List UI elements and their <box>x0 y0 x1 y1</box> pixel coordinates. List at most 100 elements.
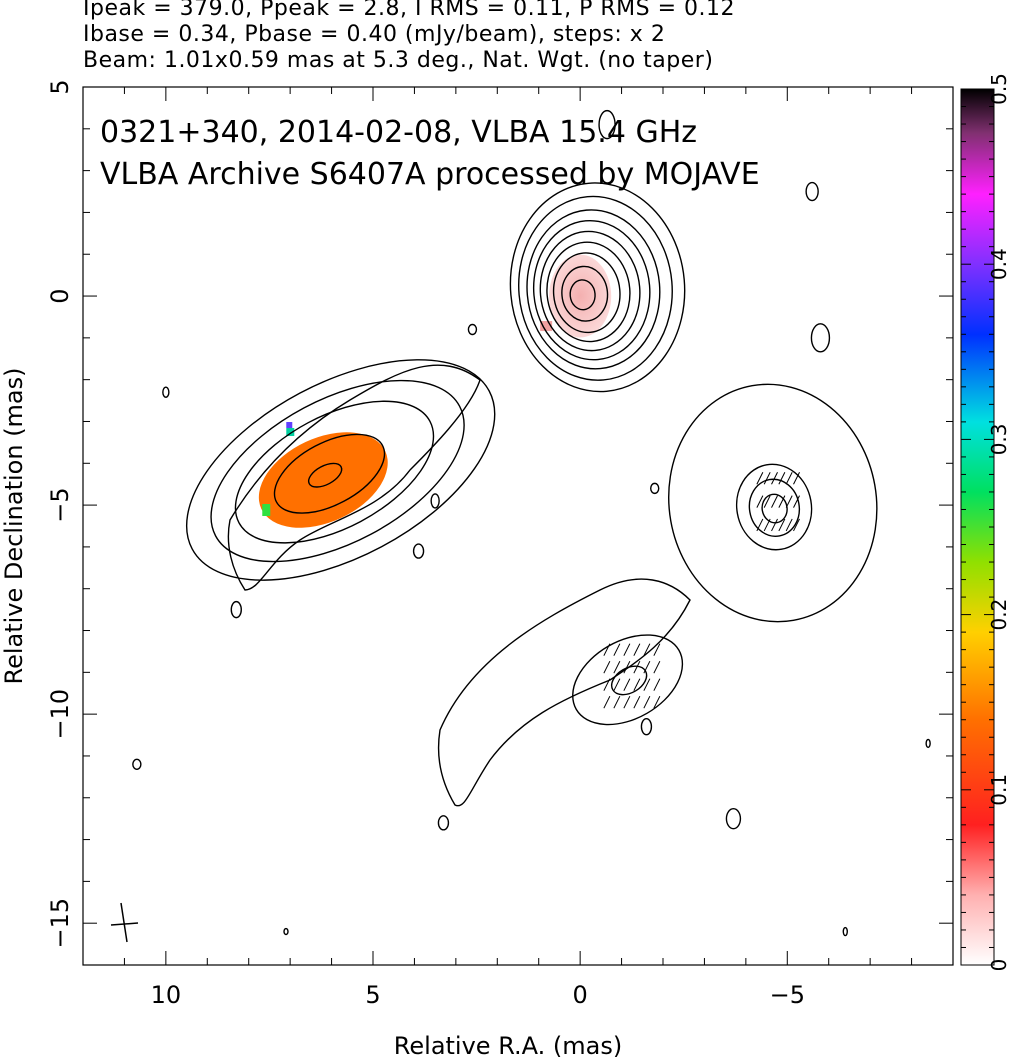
contour-core <box>518 195 673 381</box>
colorbar-tick-label: 0 <box>987 959 1011 972</box>
y-tick-label: 0 <box>46 288 74 303</box>
contour-island <box>805 181 819 202</box>
header-line-2: Ibase = 0.34, Pbase = 0.40 (mJy/beam), s… <box>83 22 666 47</box>
evpa-tick <box>771 472 778 485</box>
contour-jet-envelope <box>437 578 691 807</box>
y-tick-label: −10 <box>46 689 74 740</box>
evpa-tick <box>633 695 641 709</box>
contour-jet-knot-ne <box>273 433 386 514</box>
contour-island <box>467 323 478 336</box>
evpa-tick <box>763 495 771 508</box>
evpa-tick <box>793 495 800 508</box>
evpa-tick <box>643 678 651 691</box>
contour-core <box>546 241 631 343</box>
evpa-tick <box>793 472 800 485</box>
evpa-tick <box>613 643 621 656</box>
contour-jet-envelope <box>227 364 481 591</box>
contour-island <box>230 600 242 619</box>
evpa-tick <box>785 518 793 532</box>
contour-island <box>842 926 848 937</box>
contour-island <box>810 323 831 353</box>
x-tick-label: 0 <box>573 981 588 1009</box>
contour-jet-knot-sw <box>668 383 878 623</box>
contour-jet-knot-s <box>572 634 684 726</box>
contour-island <box>925 738 931 749</box>
header-line-1: Ipeak = 379.0, Ppeak = 2.8, I RMS = 0.11… <box>83 0 735 21</box>
evpa-tick <box>778 472 786 485</box>
contour-core <box>561 265 609 322</box>
x-tick-label: 10 <box>151 981 182 1009</box>
contour-island <box>640 717 653 736</box>
evpa-tick <box>613 678 621 691</box>
evpa-tick <box>623 660 631 674</box>
evpa-tick <box>603 695 611 709</box>
y-tick-label: 5 <box>46 79 74 94</box>
evpa-tick <box>643 643 651 656</box>
evpa-tick <box>633 643 641 656</box>
evpa-tick <box>778 518 786 532</box>
header-line-3: Beam: 1.01x0.59 mas at 5.3 deg., Nat. Wg… <box>83 48 714 73</box>
evpa-tick <box>653 695 661 709</box>
beam-marker <box>110 902 139 943</box>
contour-core <box>532 219 651 361</box>
evpa-tick <box>771 518 778 532</box>
colorbar-tick-label: 0.3 <box>987 423 1011 455</box>
contour-island <box>725 807 742 830</box>
y-axis-label: Relative Declination (mas) <box>0 367 28 684</box>
contour-core <box>526 209 661 370</box>
evpa-tick <box>633 660 641 674</box>
contour-island <box>437 815 450 831</box>
polarization-pixel <box>286 422 293 429</box>
x-tick-label: 5 <box>365 981 380 1009</box>
contour-jet-knot-ne <box>210 379 465 563</box>
contour-core <box>552 252 621 334</box>
contour-jet-knot-sw <box>735 463 813 551</box>
plot-title-line-2: VLBA Archive S6407A processed by MOJAVE <box>100 157 760 192</box>
evpa-tick <box>785 495 793 508</box>
evpa-tick <box>603 660 611 674</box>
evpa-tick <box>603 678 611 691</box>
plot-frame <box>82 86 954 966</box>
evpa-tick <box>756 518 764 532</box>
evpa-tick <box>623 643 631 656</box>
contour-core <box>539 230 641 352</box>
evpa-tick <box>633 678 641 691</box>
evpa-tick <box>643 660 651 674</box>
evpa-tick <box>793 518 800 532</box>
y-tick-label: −5 <box>46 487 74 522</box>
evpa-tick <box>763 472 771 485</box>
contour-island <box>650 482 660 495</box>
contour-island <box>132 758 142 771</box>
colorbar-tick-label: 0.5 <box>987 73 1011 105</box>
evpa-tick <box>623 678 631 691</box>
evpa-tick <box>756 472 764 485</box>
colorbar-tick-label: 0.1 <box>987 774 1011 806</box>
contour-core <box>569 279 596 311</box>
contour-island <box>598 109 616 140</box>
contour-island <box>430 493 440 509</box>
evpa-tick <box>613 660 621 674</box>
polarization-pixel <box>286 428 295 437</box>
evpa-tick <box>778 495 786 508</box>
x-tick-label: −5 <box>770 981 805 1009</box>
contour-jet-knot-ne <box>307 462 343 488</box>
evpa-tick <box>763 518 771 532</box>
polarization-pixel <box>540 321 553 332</box>
evpa-tick <box>613 695 621 709</box>
contour-island <box>412 543 425 559</box>
contour-island <box>162 386 170 398</box>
plot-title-line-1: 0321+340, 2014-02-08, VLBA 15.4 GHz <box>100 115 697 150</box>
polarization-patch <box>549 254 612 338</box>
evpa-tick <box>771 495 778 508</box>
contour-core <box>509 182 686 393</box>
evpa-tick <box>653 678 661 691</box>
colorbar-tick-label: 0.4 <box>987 248 1011 280</box>
evpa-tick <box>785 472 793 485</box>
colorbar <box>960 88 995 966</box>
contour-island <box>283 927 289 936</box>
evpa-tick <box>653 660 661 674</box>
evpa-tick <box>603 643 611 656</box>
y-tick-label: −15 <box>46 898 74 949</box>
colorbar-tick-label: 0.2 <box>987 599 1011 631</box>
